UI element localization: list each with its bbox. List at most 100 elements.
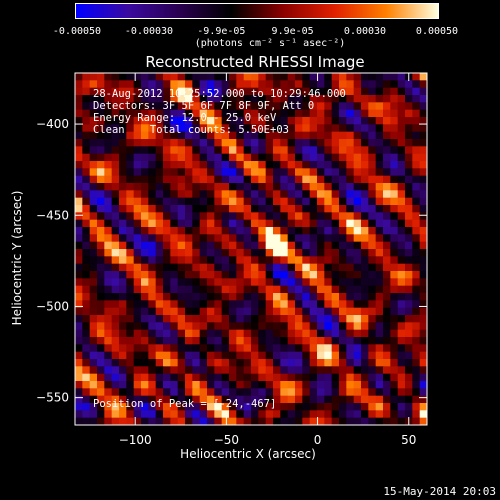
heatmap-cell	[192, 102, 201, 111]
heatmap-cell	[361, 293, 369, 301]
heatmap-cell	[163, 329, 171, 338]
heatmap-cell	[170, 417, 179, 426]
heatmap-cell	[221, 381, 230, 389]
heatmap-cell	[155, 109, 164, 118]
heatmap-cell	[163, 87, 171, 96]
time-range-label: 28-Aug-2012 10:25:52.000 to 10:29:46.000	[93, 88, 346, 100]
heatmap-cell	[317, 80, 325, 89]
heatmap-cell	[258, 337, 267, 345]
heatmap-cell	[82, 109, 91, 118]
heatmap-cell	[163, 197, 171, 206]
heatmap-cell	[148, 293, 157, 301]
heatmap-cell	[412, 307, 421, 316]
heatmap-cell	[375, 161, 384, 169]
heatmap-cell	[273, 285, 281, 294]
heatmap-cell	[199, 366, 208, 375]
heatmap-cell	[383, 219, 391, 228]
heatmap-cell	[207, 95, 215, 103]
heatmap-cell	[390, 293, 399, 301]
heatmap-cell	[170, 381, 179, 389]
heatmap-cell	[383, 344, 391, 353]
heatmap-cell	[119, 219, 127, 228]
heatmap-cell	[141, 307, 149, 316]
heatmap-cell	[302, 190, 311, 199]
heatmap-cell	[287, 417, 296, 426]
heatmap-cell	[353, 73, 362, 81]
heatmap-cell	[353, 366, 362, 375]
heatmap-cell	[229, 183, 237, 191]
heatmap-cell	[339, 373, 347, 382]
heatmap-cell	[346, 219, 355, 228]
heatmap-cell	[236, 124, 245, 133]
heatmap-cell	[339, 168, 347, 177]
heatmap-cell	[353, 205, 362, 213]
heatmap-cell	[229, 212, 237, 221]
heatmap-cell	[412, 278, 421, 287]
heatmap-cell	[405, 388, 413, 397]
heatmap-cell	[273, 168, 281, 177]
heatmap-cell	[302, 80, 311, 89]
heatmap-cell	[251, 293, 259, 301]
heatmap-cell	[412, 395, 421, 404]
heatmap-cell	[126, 197, 135, 206]
heatmap-cell	[119, 271, 127, 279]
heatmap-cell	[258, 344, 267, 353]
heatmap-cell	[221, 73, 230, 81]
heatmap-cell	[192, 205, 201, 213]
heatmap-cell	[397, 146, 406, 155]
heatmap-cell	[97, 410, 105, 419]
heatmap-cell	[185, 263, 193, 272]
heatmap-cell	[419, 300, 428, 309]
heatmap-cell	[89, 190, 98, 199]
heatmap-cell	[243, 168, 252, 177]
heatmap-cell	[111, 227, 120, 235]
heatmap-cell	[192, 366, 201, 375]
heatmap-cell	[273, 366, 281, 375]
heatmap-cell	[397, 161, 406, 169]
heatmap-cell	[419, 205, 428, 213]
heatmap-cell	[258, 285, 267, 294]
heatmap-cell	[243, 285, 252, 294]
heatmap-cell	[339, 271, 347, 279]
heatmap-cell	[185, 219, 193, 228]
heatmap-cell	[419, 351, 428, 360]
heatmap-cell	[199, 351, 208, 360]
heatmap-cell	[185, 190, 193, 199]
heatmap-cell	[375, 234, 384, 243]
heatmap-cell	[207, 351, 215, 360]
heatmap-cell	[177, 395, 186, 404]
heatmap-cell	[361, 373, 369, 382]
heatmap-cell	[295, 263, 303, 272]
heatmap-cell	[390, 139, 399, 147]
heatmap-cell	[119, 87, 127, 96]
heatmap-cell	[214, 388, 223, 397]
heatmap-cell	[221, 359, 230, 367]
heatmap-cell	[97, 109, 105, 118]
heatmap-cell	[346, 205, 355, 213]
heatmap-cell	[104, 227, 113, 235]
heatmap-cell	[287, 73, 296, 81]
heatmap-cell	[280, 315, 289, 323]
heatmap-cell	[397, 183, 406, 191]
heatmap-cell	[412, 417, 421, 426]
heatmap-cell	[309, 373, 318, 382]
heatmap-cell	[133, 410, 142, 419]
heatmap-cell	[119, 373, 127, 382]
heatmap-cell	[97, 300, 105, 309]
heatmap-cell	[97, 183, 105, 191]
heatmap-cell	[383, 307, 391, 316]
heatmap-cell	[339, 139, 347, 147]
heatmap-cell	[346, 87, 355, 96]
heatmap-cell	[243, 109, 252, 118]
heatmap-cell	[75, 139, 83, 147]
heatmap-cell	[177, 263, 186, 272]
heatmap-cell	[89, 80, 98, 89]
heatmap-cell	[353, 124, 362, 133]
heatmap-cell	[353, 359, 362, 367]
heatmap-cell	[163, 359, 171, 367]
heatmap-cell	[148, 381, 157, 389]
heatmap-cell	[287, 322, 296, 331]
heatmap-cell	[104, 315, 113, 323]
heatmap-cell	[317, 212, 325, 221]
heatmap-cell	[280, 395, 289, 404]
